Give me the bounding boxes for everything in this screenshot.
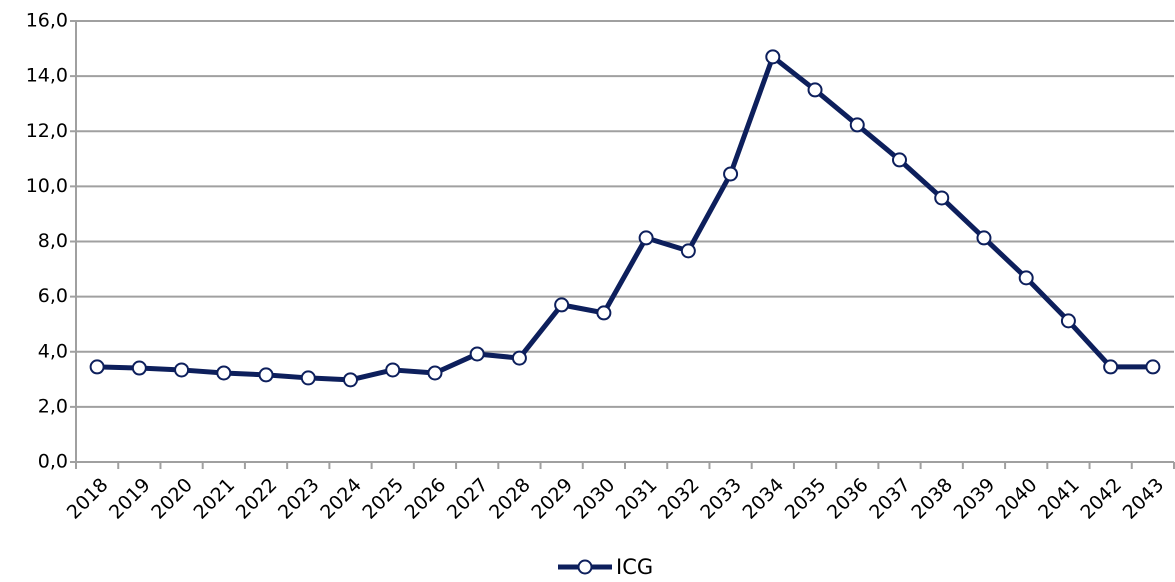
x-tick-label: 2032 bbox=[654, 474, 704, 524]
marker bbox=[1060, 313, 1076, 329]
y-tick-label: 0,0 bbox=[38, 451, 68, 473]
marker bbox=[1018, 270, 1034, 286]
marker bbox=[300, 370, 316, 386]
x-tick-label: 2025 bbox=[358, 474, 408, 524]
marker bbox=[892, 152, 907, 168]
marker bbox=[174, 362, 190, 378]
marker bbox=[554, 297, 570, 313]
marker bbox=[385, 362, 401, 378]
marker bbox=[89, 359, 105, 375]
x-tick-label: 2034 bbox=[738, 474, 788, 524]
line bbox=[97, 54, 1153, 383]
x-tick-label: 2019 bbox=[105, 474, 155, 524]
x-tick-label: 2033 bbox=[696, 474, 746, 524]
marker bbox=[849, 117, 865, 133]
legend-marker bbox=[577, 559, 593, 575]
marker bbox=[807, 82, 823, 98]
x-tick-label: 2022 bbox=[232, 474, 282, 524]
y-tick-label: 2,0 bbox=[38, 395, 68, 417]
marker bbox=[934, 190, 950, 206]
y-tick-label: 8,0 bbox=[38, 230, 68, 252]
marker bbox=[638, 230, 654, 246]
marker bbox=[1145, 359, 1161, 375]
marker bbox=[976, 230, 992, 246]
marker bbox=[511, 350, 527, 366]
x-tick-label: 2041 bbox=[1034, 474, 1084, 524]
x-tick-label: 2026 bbox=[401, 474, 451, 524]
marker bbox=[765, 49, 781, 65]
x-tick-label: 2031 bbox=[612, 474, 662, 524]
x-tick-label: 2030 bbox=[570, 474, 620, 524]
marker bbox=[131, 360, 147, 376]
x-tick-label: 2024 bbox=[316, 474, 366, 524]
x-tick-label: 2029 bbox=[527, 474, 577, 524]
y-tick-label: 16,0 bbox=[26, 10, 68, 32]
x-tick-label: 2035 bbox=[781, 474, 831, 524]
marker bbox=[427, 365, 443, 381]
marker bbox=[596, 305, 612, 321]
x-tick-label: 2042 bbox=[1076, 474, 1126, 524]
x-tick-label: 2023 bbox=[274, 474, 324, 524]
y-tick-label: 12,0 bbox=[26, 120, 68, 142]
marker bbox=[343, 372, 358, 388]
x-tick-label: 2036 bbox=[823, 474, 873, 524]
x-tick-label: 2027 bbox=[443, 474, 493, 524]
marker bbox=[723, 166, 739, 182]
x-tick-label: 2043 bbox=[1119, 474, 1169, 524]
x-tick-label: 2037 bbox=[865, 474, 915, 524]
x-tick-label: 2039 bbox=[950, 474, 1000, 524]
x-tick-label: 2038 bbox=[907, 474, 957, 524]
marker bbox=[680, 243, 696, 259]
y-tick-label: 10,0 bbox=[26, 175, 68, 197]
x-tick-label: 2021 bbox=[189, 474, 239, 524]
x-tick-label: 2020 bbox=[147, 474, 197, 524]
y-tick-label: 6,0 bbox=[38, 285, 68, 307]
marker bbox=[1103, 359, 1119, 375]
x-tick-label: 2028 bbox=[485, 474, 535, 524]
x-tick-label: 2040 bbox=[992, 474, 1042, 524]
x-tick-label: 2018 bbox=[63, 474, 113, 524]
marker bbox=[216, 365, 232, 381]
y-tick-label: 14,0 bbox=[26, 65, 68, 87]
marker bbox=[469, 346, 485, 362]
marker bbox=[258, 367, 274, 383]
legend-label: ICG bbox=[616, 555, 653, 578]
y-tick-label: 4,0 bbox=[38, 340, 68, 362]
